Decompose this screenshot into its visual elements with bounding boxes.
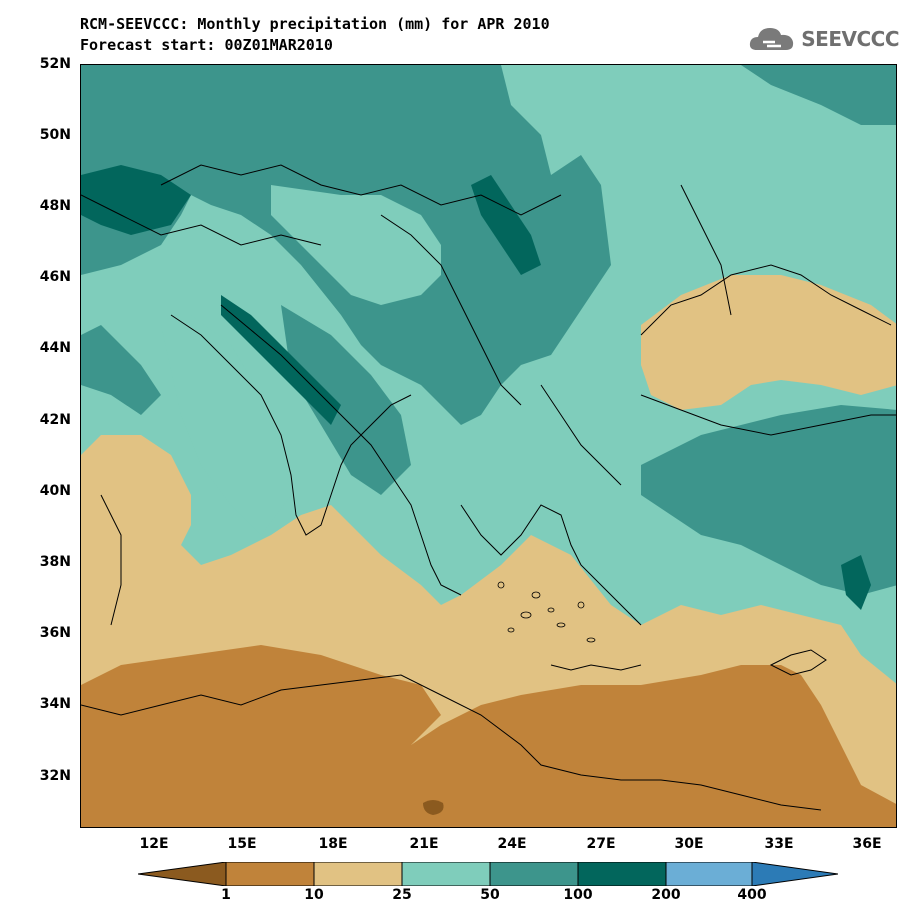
lat-label-34n: 34N (39, 696, 71, 712)
lat-label-38n: 38N (39, 554, 71, 570)
colorbar-label-50: 50 (480, 887, 500, 903)
lon-label-24e: 24E (497, 836, 527, 852)
lat-label-40n: 40N (39, 483, 71, 499)
lon-label-21e: 21E (409, 836, 439, 852)
colorbar-label-200: 200 (651, 887, 681, 903)
lon-label-12e: 12E (139, 836, 169, 852)
precipitation-map (80, 64, 897, 828)
seevccc-logo: SEEVCCC (747, 22, 899, 56)
lon-label-30e: 30E (674, 836, 704, 852)
lat-label-42n: 42N (39, 412, 71, 428)
map-title: RCM-SEEVCCC: Monthly precipitation (mm) … (80, 15, 550, 33)
lat-label-46n: 46N (39, 269, 71, 285)
logo-text: SEEVCCC (801, 27, 899, 51)
lon-label-36e: 36E (852, 836, 882, 852)
precip-1-10-area (81, 645, 896, 827)
map-canvas (81, 65, 896, 827)
precip-100-200-area (221, 295, 341, 425)
coastlines (81, 164, 896, 811)
colorbar-bin-25-50 (401, 862, 491, 886)
colorbar-bin-below-1 (138, 862, 227, 886)
colorbar-bin-1-10 (225, 862, 315, 886)
lat-label-52n: 52N (39, 56, 71, 72)
lat-label-44n: 44N (39, 340, 71, 356)
lat-label-50n: 50N (39, 127, 71, 143)
colorbar-label-1: 1 (221, 887, 231, 903)
lat-label-48n: 48N (39, 198, 71, 214)
colorbar-label-100: 100 (563, 887, 593, 903)
colorbar-label-25: 25 (392, 887, 412, 903)
lon-label-18e: 18E (318, 836, 348, 852)
lon-label-33e: 33E (764, 836, 794, 852)
forecast-start-subtitle: Forecast start: 00Z01MAR2010 (80, 36, 333, 54)
colorbar-bin-above-400 (751, 862, 838, 886)
colorbar-bin-50-100 (489, 862, 579, 886)
colorbar-label-10: 10 (304, 887, 324, 903)
lon-label-27e: 27E (586, 836, 616, 852)
lat-label-36n: 36N (39, 625, 71, 641)
colorbar-bin-10-25 (313, 862, 403, 886)
lat-label-32n: 32N (39, 768, 71, 784)
lon-label-15e: 15E (227, 836, 257, 852)
precip-below-1-area (423, 800, 444, 815)
colorbar-bin-200-400 (665, 862, 753, 886)
colorbar-label-400: 400 (737, 887, 767, 903)
colorbar-bin-100-200 (577, 862, 667, 886)
precip-10-25-area (641, 275, 896, 410)
cloud-icon (750, 28, 794, 50)
colorbar (138, 862, 838, 886)
